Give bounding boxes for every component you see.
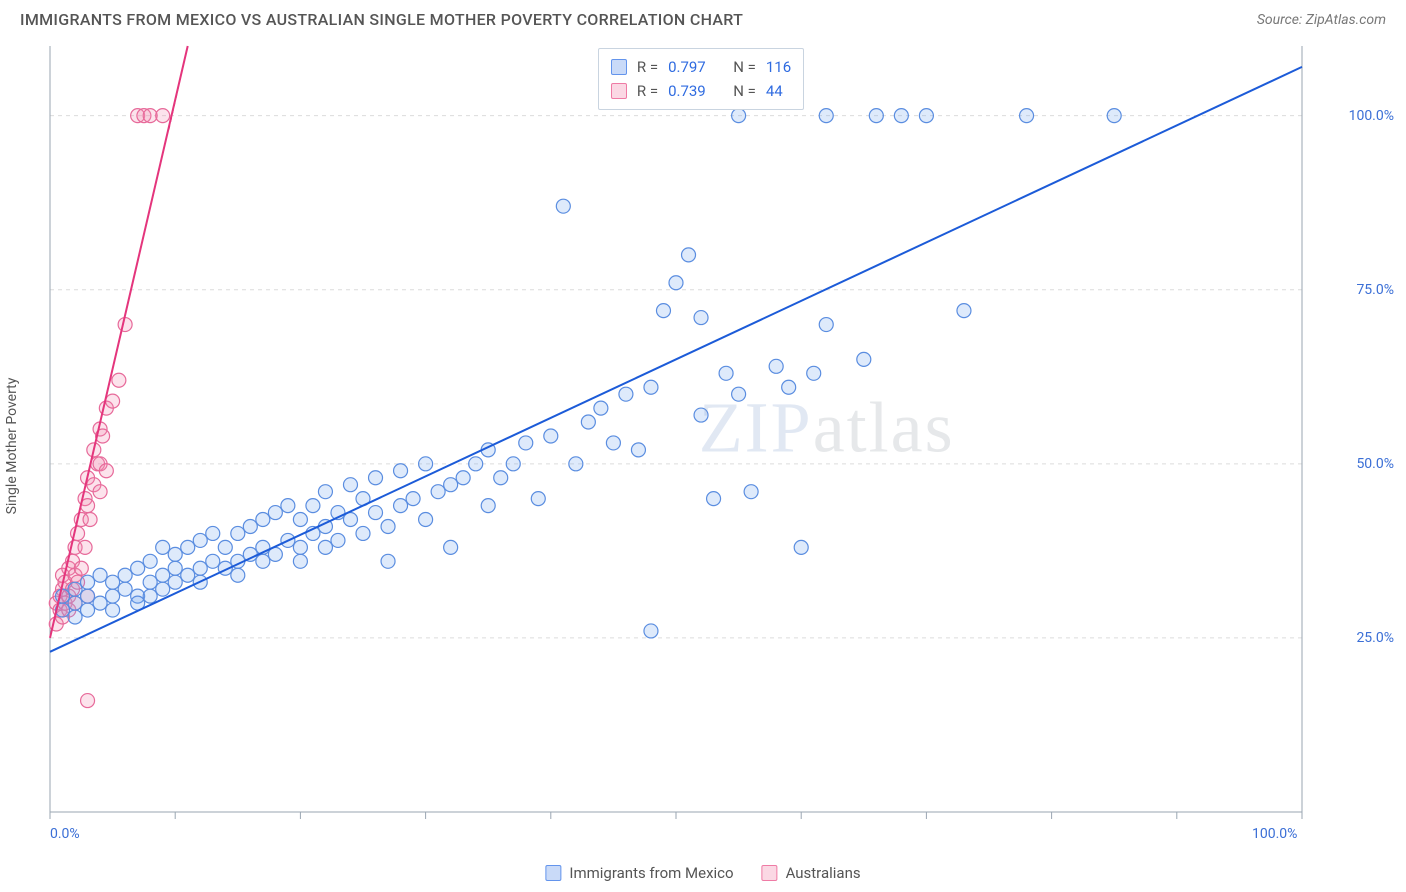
series-legend: Immigrants from Mexico Australians	[545, 864, 860, 882]
correlation-legend: R = 0.797 N = 116 R = 0.739 N = 44	[598, 48, 804, 110]
swatch-mexico	[611, 59, 627, 75]
swatch-mexico-icon	[545, 865, 561, 881]
r-value-australians: 0.739	[668, 79, 706, 103]
n-value-australians: 44	[766, 79, 783, 103]
x-tick-label: 0.0%	[50, 826, 80, 842]
legend-row-australians: R = 0.739 N = 44	[611, 79, 791, 103]
legend-label-australians: Australians	[786, 864, 861, 882]
chart-title: IMMIGRANTS FROM MEXICO VS AUSTRALIAN SIN…	[20, 10, 743, 29]
y-tick-label: 75.0%	[1356, 282, 1394, 298]
legend-row-mexico: R = 0.797 N = 116	[611, 55, 791, 79]
n-label: N =	[733, 55, 756, 79]
source-attribution: Source: ZipAtlas.com	[1257, 12, 1386, 28]
r-label: R =	[637, 79, 658, 103]
source-name: ZipAtlas.com	[1306, 12, 1386, 28]
y-tick-label: 100.0%	[1349, 108, 1394, 124]
header: IMMIGRANTS FROM MEXICO VS AUSTRALIAN SIN…	[0, 0, 1406, 35]
scatter-plot	[46, 42, 1392, 846]
legend-item-australians: Australians	[762, 864, 861, 882]
y-axis-label: Single Mother Poverty	[4, 378, 20, 515]
x-tick-label: 100.0%	[1252, 826, 1297, 842]
y-tick-label: 25.0%	[1356, 630, 1394, 646]
chart-area: ZIPatlas R = 0.797 N = 116 R = 0.739 N =…	[46, 42, 1392, 846]
swatch-australians	[611, 83, 627, 99]
source-label: Source:	[1257, 12, 1302, 28]
r-value-mexico: 0.797	[668, 55, 706, 79]
r-label: R =	[637, 55, 658, 79]
n-label: N =	[733, 79, 756, 103]
swatch-australians-icon	[762, 865, 778, 881]
legend-label-mexico: Immigrants from Mexico	[569, 864, 733, 882]
y-tick-label: 50.0%	[1356, 456, 1394, 472]
legend-item-mexico: Immigrants from Mexico	[545, 864, 733, 882]
n-value-mexico: 116	[766, 55, 791, 79]
